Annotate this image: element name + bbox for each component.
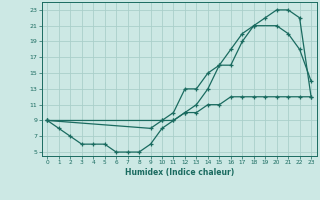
X-axis label: Humidex (Indice chaleur): Humidex (Indice chaleur) bbox=[124, 168, 234, 177]
